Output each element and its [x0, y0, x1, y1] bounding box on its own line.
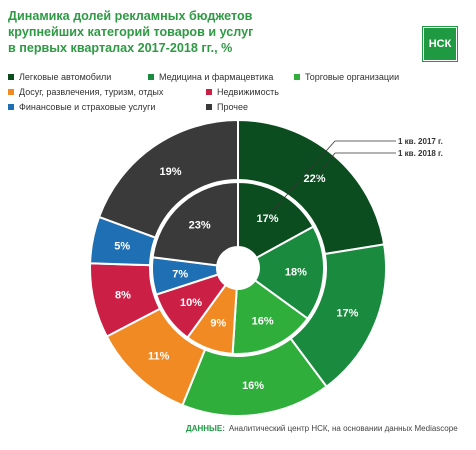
legend-swatch-realty [206, 89, 212, 95]
legend-label-realty: Недвижимость [217, 87, 279, 97]
inner-label-finance: 7% [172, 268, 188, 280]
legend-row-1: Легковые автомобили Медицина и фармацевт… [8, 72, 470, 87]
annotation-leader-inner [267, 140, 336, 217]
value-labels: 22% 17% 16% 11% 8% 5% 19% 17% 18% 16% 9% 10% 7% 23% [114, 166, 358, 392]
legend-swatch-finance [8, 104, 14, 110]
legend-item-realty: Недвижимость [206, 87, 279, 97]
outer-label-realty: 8% [115, 289, 131, 301]
title-line-1: Динамика долей рекламных бюджетов [8, 9, 253, 23]
legend-label-cars: Легковые автомобили [19, 72, 112, 82]
inner-label-retail: 16% [252, 315, 274, 327]
outer-label-finance: 5% [114, 240, 130, 252]
legend-item-retail: Торговые организации [294, 72, 399, 82]
outer-label-other: 19% [159, 166, 181, 178]
outer-label-retail: 16% [242, 380, 264, 392]
legend-label-retail: Торговые организации [305, 72, 400, 82]
inner-label-leisure: 9% [210, 318, 226, 330]
annotation-outer-label: 1 кв. 2018 г. [398, 149, 443, 158]
legend-item-finance: Финансовые и страховые услуги [8, 102, 155, 112]
source-text: Аналитический центр НСК, на основании да… [228, 424, 458, 433]
annotation-leader-outer [312, 152, 336, 183]
annotation-inner-label: 1 кв. 2017 г. [398, 137, 443, 146]
legend-item-medicine: Медицина и фармацевтика [148, 72, 273, 82]
donut-hole [216, 246, 260, 290]
legend-item-cars: Легковые автомобили [8, 72, 111, 82]
legend-swatch-medicine [148, 74, 154, 80]
legend-swatch-leisure [8, 89, 14, 95]
outer-label-cars: 22% [303, 173, 325, 185]
outer-label-medicine: 17% [336, 307, 358, 319]
outer-label-leisure: 11% [148, 350, 170, 362]
legend-swatch-cars [8, 74, 14, 80]
series-annotations: 1 кв. 2017 г. 1 кв. 2018 г. [267, 137, 443, 217]
inner-label-cars: 17% [257, 213, 279, 225]
legend-row-3: Финансовые и страховые услуги Прочее [8, 102, 470, 117]
inner-label-realty: 10% [180, 297, 202, 309]
inner-ring-2017 [151, 180, 325, 355]
source-note: ДАННЫЕ: Аналитический центр НСК, на основ… [186, 424, 458, 433]
legend-label-finance: Финансовые и страховые услуги [19, 102, 156, 112]
legend-swatch-retail [294, 74, 300, 80]
source-label: ДАННЫЕ: [186, 424, 225, 433]
inner-label-medicine: 18% [285, 267, 307, 279]
legend-row-2: Досуг, развлечения, туризм, отдых Недвиж… [8, 87, 470, 102]
title-line-2: крупнейших категорий товаров и услуг [8, 25, 254, 39]
legend-item-other: Прочее [206, 102, 248, 112]
title-line-3: в первых кварталах 2017-2018 гг., % [8, 41, 233, 55]
outer-ring-2018 [89, 118, 387, 417]
legend-label-medicine: Медицина и фармацевтика [159, 72, 274, 82]
outer-slice-other [97, 118, 239, 239]
inner-label-other: 23% [189, 219, 211, 231]
legend-label-leisure: Досуг, развлечения, туризм, отдых [19, 87, 164, 97]
legend-swatch-other [206, 104, 212, 110]
outer-slice-cars [237, 118, 386, 256]
legend-label-other: Прочее [217, 102, 248, 112]
chart-title: Динамика долей рекламных бюджетов крупне… [8, 8, 388, 56]
nsk-logo: НСК [422, 26, 458, 62]
legend-item-leisure: Досуг, развлечения, туризм, отдых [8, 87, 163, 97]
legend: Легковые автомобили Медицина и фармацевт… [8, 72, 470, 117]
